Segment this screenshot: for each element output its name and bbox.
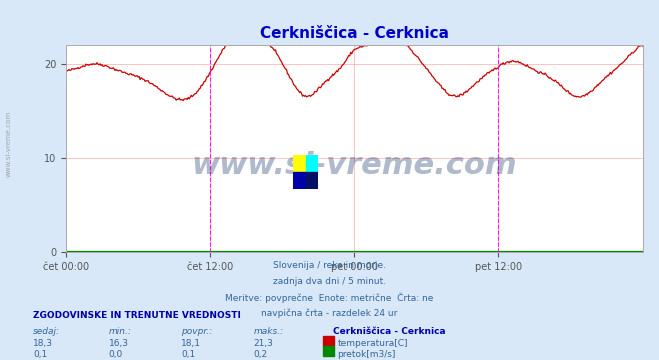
Text: sedaj:: sedaj: <box>33 327 60 336</box>
Text: Slovenija / reke in morje.: Slovenija / reke in morje. <box>273 261 386 270</box>
Text: pretok[m3/s]: pretok[m3/s] <box>337 350 396 359</box>
Text: povpr.:: povpr.: <box>181 327 212 336</box>
Text: 21,3: 21,3 <box>254 339 273 348</box>
Text: maks.:: maks.: <box>254 327 284 336</box>
Text: 0,0: 0,0 <box>109 350 123 359</box>
Text: ZGODOVINSKE IN TRENUTNE VREDNOSTI: ZGODOVINSKE IN TRENUTNE VREDNOSTI <box>33 311 241 320</box>
Text: 18,1: 18,1 <box>181 339 201 348</box>
Bar <box>323 346 334 356</box>
Text: 0,2: 0,2 <box>254 350 268 359</box>
Text: temperatura[C]: temperatura[C] <box>337 339 408 348</box>
Text: min.:: min.: <box>109 327 132 336</box>
Text: 0,1: 0,1 <box>33 350 47 359</box>
Bar <box>306 155 318 172</box>
Text: 16,3: 16,3 <box>109 339 129 348</box>
Text: 18,3: 18,3 <box>33 339 53 348</box>
Bar <box>293 155 306 172</box>
Text: 0,1: 0,1 <box>181 350 196 359</box>
Text: www.si-vreme.com: www.si-vreme.com <box>191 150 517 180</box>
Bar <box>306 172 318 189</box>
Text: zadnja dva dni / 5 minut.: zadnja dva dni / 5 minut. <box>273 277 386 286</box>
Text: www.si-vreme.com: www.si-vreme.com <box>5 111 12 177</box>
Title: Cerkniščica - Cerknica: Cerkniščica - Cerknica <box>260 26 449 41</box>
Bar <box>293 172 306 189</box>
Bar <box>323 336 334 346</box>
Text: Cerkniščica - Cerknica: Cerkniščica - Cerknica <box>333 327 445 336</box>
Text: Meritve: povprečne  Enote: metrične  Črta: ne: Meritve: povprečne Enote: metrične Črta:… <box>225 293 434 303</box>
Text: navpična črta - razdelek 24 ur: navpična črta - razdelek 24 ur <box>262 309 397 318</box>
